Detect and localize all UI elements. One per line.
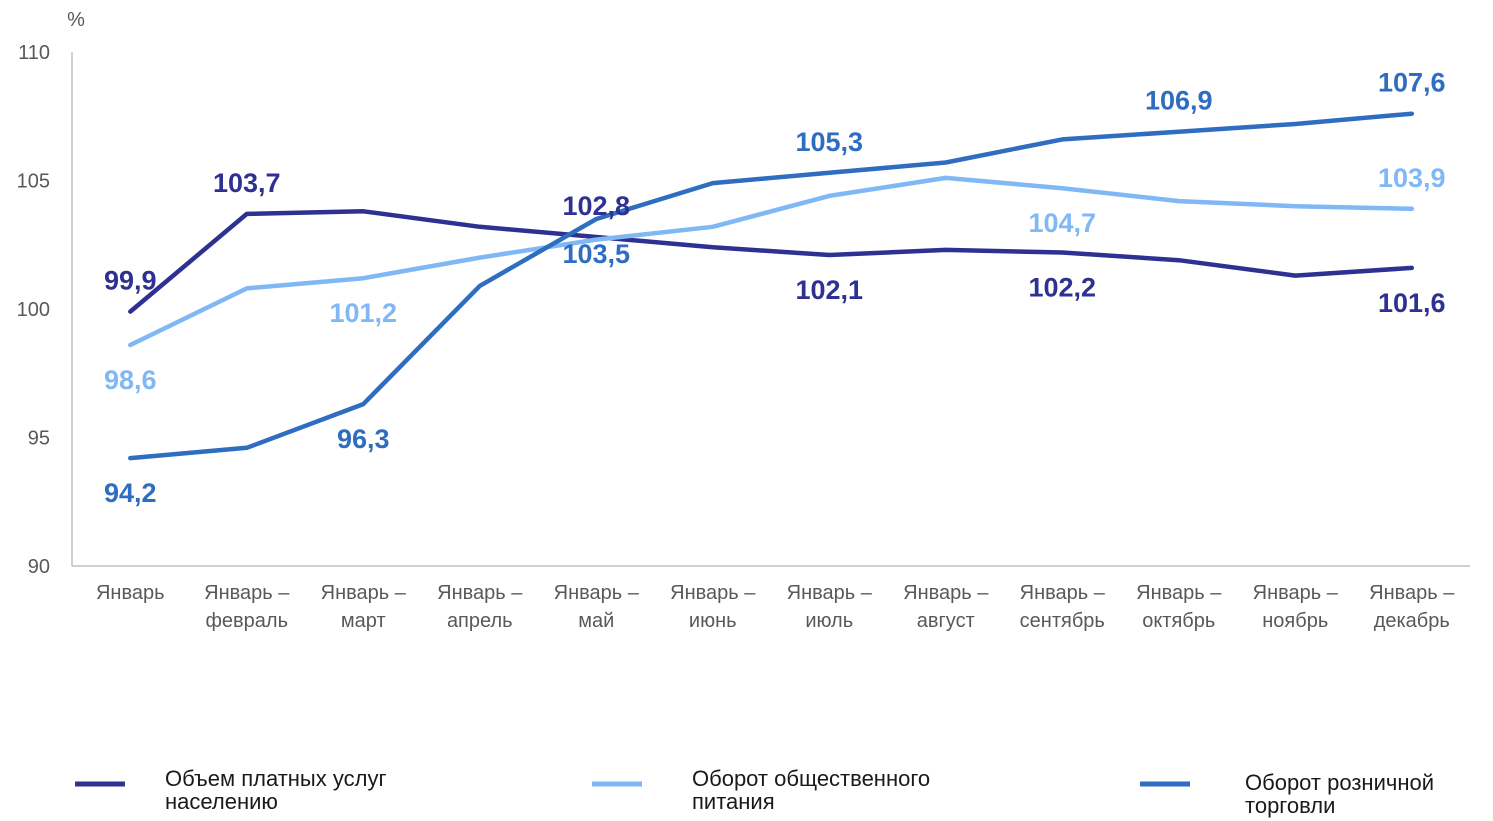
y-tick-label: 95: [28, 428, 50, 450]
x-tick-label: Январь – май: [554, 582, 640, 632]
data-label: 103,5: [562, 239, 630, 269]
x-tick-label: Январь – декабрь: [1369, 582, 1455, 632]
data-label: 101,6: [1378, 288, 1446, 318]
legend-label: Объем платных услуг населению: [165, 766, 386, 814]
x-tick-label: Январь – март: [321, 582, 407, 632]
data-label: 99,9: [104, 266, 157, 296]
data-label: 98,6: [104, 365, 157, 395]
data-label: 105,3: [795, 127, 863, 157]
data-label: 104,7: [1028, 208, 1096, 238]
data-label: 96,3: [337, 424, 390, 454]
chart-axes: 90 95 100 105 110% Январь Январь – февраль Январ…: [17, 9, 1470, 632]
y-axis-unit-label: %: [67, 9, 85, 31]
chart-legend: Объем платных услуг населению Оборот общес…: [75, 766, 1434, 818]
legend-item: Оборот розничной торговли: [1140, 770, 1434, 818]
legend-label: Оборот общественного питания: [692, 766, 930, 814]
legend-label: Оборот розничной торговли: [1245, 770, 1434, 818]
y-tick-label: 110: [18, 42, 50, 64]
data-label: 103,7: [213, 168, 281, 198]
x-tick-label: Январь – июль: [787, 582, 873, 632]
x-tick-label: Январь: [96, 582, 165, 604]
data-label: 102,8: [562, 191, 630, 221]
data-label: 103,9: [1378, 163, 1446, 193]
chart-data-labels: 99,9 103,7 102,8 102,1 102,2 101,6 98,6 101,2 10…: [104, 68, 1446, 508]
series-line-1: [128, 209, 1415, 314]
data-label: 106,9: [1145, 86, 1213, 116]
series-line-3: [128, 111, 1415, 461]
y-tick-label: 105: [17, 171, 50, 193]
y-tick-label: 100: [17, 299, 50, 321]
data-label: 101,2: [329, 298, 397, 328]
chart-series: [128, 111, 1415, 461]
legend-item: Объем платных услуг населению: [75, 766, 386, 814]
x-tick-label: Январь – февраль: [204, 582, 290, 632]
data-label: 94,2: [104, 478, 157, 508]
data-label: 102,1: [795, 275, 863, 305]
x-tick-label: Январь – октябрь: [1136, 582, 1222, 632]
x-tick-label: Январь – ноябрь: [1253, 582, 1339, 632]
x-tick-label: Январь – июнь: [670, 582, 756, 632]
x-tick-label: Январь – апрель: [437, 582, 523, 632]
series-line-2: [128, 175, 1415, 348]
x-tick-label: Январь – август: [903, 582, 989, 632]
y-tick-label: 90: [28, 556, 50, 578]
x-tick-label: Январь – сентябрь: [1020, 582, 1106, 632]
data-label: 102,2: [1028, 272, 1096, 302]
data-label: 107,6: [1378, 68, 1446, 98]
legend-item: Оборот общественного питания: [592, 766, 930, 814]
